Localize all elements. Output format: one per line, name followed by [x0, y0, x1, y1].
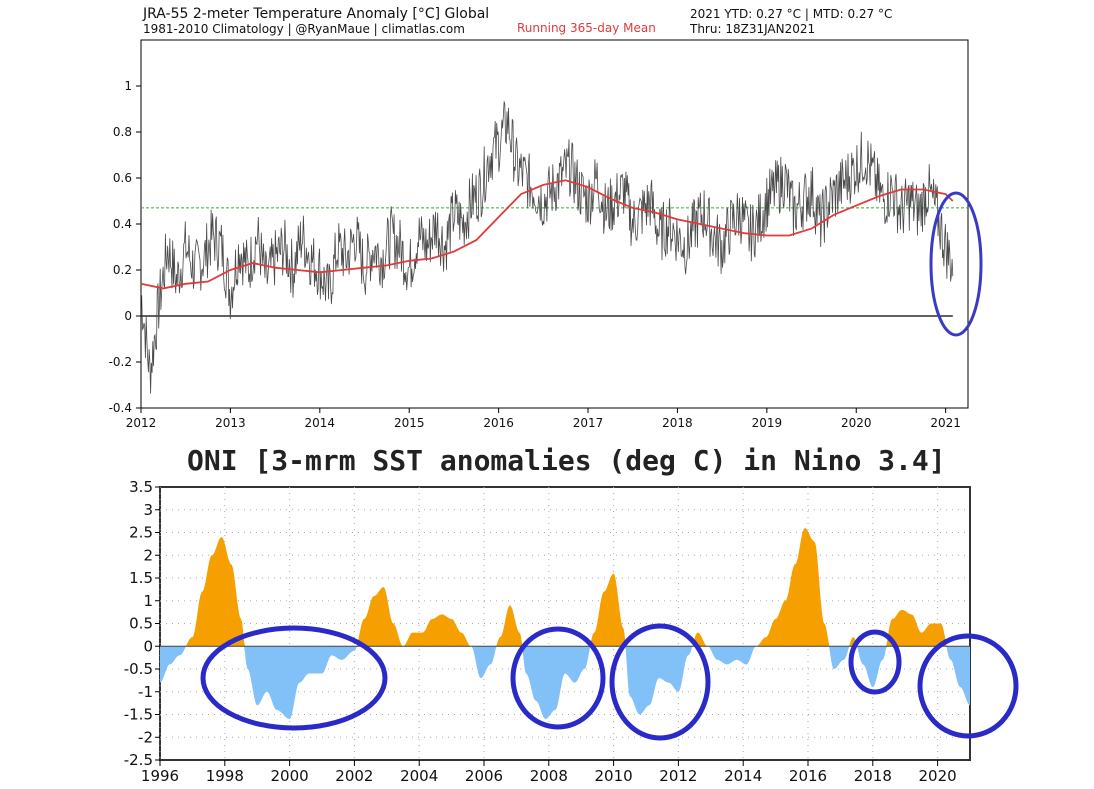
oni-chart-title: ONI [3-mrm SST anomalies (deg C) in Nino…: [187, 444, 946, 477]
oni-y-tick-label: 2: [143, 546, 153, 564]
temp-y-tick-label: 0.6: [113, 171, 132, 185]
temp-x-tick-label: 2018: [662, 416, 693, 430]
oni-x-tick-label: 2002: [335, 767, 373, 785]
oni-x-tick-label: 2014: [724, 767, 762, 785]
oni-y-tick-label: 1: [143, 592, 153, 610]
temp-x-ticks: 2012 2013 2014 2015 2016 2017 2018 2019 2020 2021: [126, 408, 961, 430]
oni-y-tick-label: 0.5: [129, 615, 153, 633]
oni-y-tick-label: -0.5: [124, 660, 153, 678]
oni-x-tick-label: 2018: [854, 767, 892, 785]
daily-anomaly-series: [140, 101, 954, 394]
running-mean-legend: Running 365-day Mean: [517, 21, 656, 35]
temp-plot-frame: [140, 39, 969, 409]
oni-x-tick-label: 2000: [271, 767, 309, 785]
temp-y-tick-label: 0.2: [113, 263, 132, 277]
oni-chart: ONI [3-mrm SST anomalies (deg C) in Nino…: [124, 444, 1019, 785]
oni-x-tick-label: 2004: [400, 767, 438, 785]
la-nina-area: [160, 646, 970, 719]
oni-x-tick-label: 2006: [465, 767, 503, 785]
temp-y-tick-label: -0.2: [109, 355, 132, 369]
oni-y-tick-label: 2.5: [129, 524, 153, 542]
oni-x-tick-label: 2020: [919, 767, 957, 785]
oni-x-tick-label: 1998: [206, 767, 244, 785]
oni-x-tick-label: 1996: [141, 767, 179, 785]
temp-y-tick-label: 0.4: [113, 217, 132, 231]
oni-y-tick-label: 1.5: [129, 569, 153, 587]
oni-x-tick-label: 2012: [659, 767, 697, 785]
temp-chart-title: JRA-55 2-meter Temperature Anomaly [°C] …: [142, 6, 489, 22]
oni-x-tick-label: 2010: [595, 767, 633, 785]
oni-grid: [159, 487, 970, 760]
la-nina-2020-annotation: [917, 633, 1019, 739]
temp-x-tick-label: 2021: [930, 416, 961, 430]
oni-y-ticks: 3.5 3 2.5 2 1.5 1 0.5 0 -0.5 -1 -1.5 -2 -2.5: [124, 478, 160, 769]
temp-y-tick-label: 0.8: [113, 125, 132, 139]
temp-x-tick-label: 2012: [126, 416, 157, 430]
la-nina-2011-annotation: [609, 623, 711, 741]
oni-y-tick-label: 0: [143, 637, 153, 655]
temp-y-ticks: -0.4 -0.2 0 0.2 0.4 0.6 0.8 1: [109, 79, 141, 415]
running-mean-series: [140, 179, 954, 290]
temp-chart-subtitle: 1981-2010 Climatology | @RyanMaue | clim…: [143, 22, 465, 36]
temp-x-tick-label: 2016: [483, 416, 514, 430]
temp-x-tick-label: 2020: [841, 416, 872, 430]
temp-y-tick-label: -0.4: [109, 401, 132, 415]
la-nina-2008-annotation: [510, 626, 606, 730]
la-nina-1999-annotation: [200, 625, 388, 731]
oni-y-tick-label: -1.5: [124, 706, 153, 724]
oni-y-tick-label: -2: [138, 728, 153, 746]
oni-x-ticks: 1996 1998 2000 2002 2004 2006 2008 2010 2012 2014…: [141, 760, 957, 785]
oni-x-tick-label: 2008: [530, 767, 568, 785]
temp-x-tick-label: 2015: [394, 416, 425, 430]
oni-y-tick-label: -1: [138, 683, 153, 701]
la-nina-2018-annotation: [848, 629, 902, 695]
recent-drop-annotation: [929, 191, 983, 337]
temp-x-tick-label: 2013: [215, 416, 246, 430]
oni-y-tick-label: 3.5: [129, 478, 153, 496]
temp-y-tick-label: 1: [124, 79, 132, 93]
oni-y-tick-label: 3: [143, 501, 153, 519]
temp-x-tick-label: 2014: [305, 416, 336, 430]
oni-x-tick-label: 2016: [789, 767, 827, 785]
temperature-chart: JRA-55 2-meter Temperature Anomaly [°C] …: [109, 6, 983, 430]
oni-plot-frame: [159, 486, 971, 761]
ytd-readout: 2021 YTD: 0.27 °C | MTD: 0.27 °C: [690, 7, 892, 21]
temp-x-tick-label: 2019: [752, 416, 783, 430]
temp-x-tick-label: 2017: [573, 416, 604, 430]
thru-readout: Thru: 18Z31JAN2021: [689, 22, 815, 36]
temp-y-tick-label: 0: [124, 309, 132, 323]
oni-y-tick-label: -2.5: [124, 751, 153, 769]
